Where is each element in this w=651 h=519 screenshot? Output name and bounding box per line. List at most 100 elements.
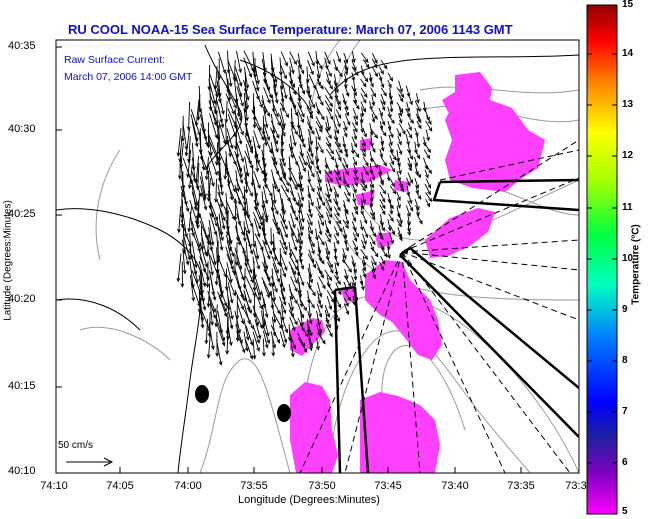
current-vector-head [370,83,374,88]
current-vector [379,204,386,215]
current-vector [380,99,386,111]
current-vector [298,95,302,109]
current-vector [405,108,411,117]
current-vector-head [337,58,342,63]
current-vector-head [365,64,370,69]
current-vector [344,148,348,158]
current-vector [245,101,248,121]
current-vector-head [328,107,333,113]
current-vector [227,78,230,101]
ytick-label: 40:10 [8,465,36,477]
current-vector [189,199,198,224]
current-vector [236,142,244,162]
current-vector [288,143,294,158]
current-vector-head [311,243,315,248]
current-vector [272,183,276,204]
current-vector [333,234,340,245]
current-vector-head [252,292,256,297]
current-vector [215,178,217,203]
current-vector [379,148,383,158]
current-vector [343,303,349,315]
current-vector [317,296,323,309]
current-vector [235,191,246,212]
current-vector-head [335,232,339,237]
current-vector [207,130,212,156]
current-vector [307,323,313,336]
current-vector-head [327,60,331,65]
current-vector-head [335,193,339,199]
current-vector [335,95,341,105]
current-vector [190,227,201,252]
current-vector [351,255,356,267]
current-vector [216,254,227,277]
current-vector-head [285,113,290,119]
current-vector-head [180,283,185,288]
current-vector [326,107,334,120]
current-vector [218,205,225,229]
current-vector-head [328,72,332,78]
current-vector [362,226,369,238]
current-vector-head [355,232,360,238]
current-vector-head [427,148,431,154]
current-vector-head [308,332,313,337]
current-vector-head [229,144,234,150]
current-vector [380,141,384,151]
current-vector [351,60,357,71]
current-vector [244,150,254,169]
current-vector-head [345,247,349,252]
current-vector [360,93,367,104]
current-vector [315,206,324,219]
current-vector [191,221,201,248]
current-vector-head [318,65,323,70]
current-vector-head [246,229,251,235]
current-vector [236,260,245,280]
current-vector-head [283,266,288,272]
current-vector [226,240,233,264]
current-vector [326,115,331,130]
current-vector-head [374,134,379,139]
current-vector-head [212,314,217,320]
current-vector [333,226,339,237]
current-vector [290,338,294,357]
current-vector-head [281,287,286,293]
shoreline [56,44,579,473]
current-vector-head [238,117,243,122]
current-vector [218,106,224,128]
current-vector [342,99,349,110]
current-vector-head [319,214,324,219]
current-vector-head [409,100,413,106]
current-vector-head [266,339,271,345]
current-vector [387,241,390,250]
current-vector-head [284,225,288,230]
current-vector [209,212,217,235]
current-vector [308,128,313,145]
current-vector-head [268,94,273,99]
current-vector-head [249,149,254,154]
current-vector-head [333,248,338,254]
current-vector [234,289,245,310]
current-vector [272,109,281,126]
current-vector [289,289,298,304]
current-vector [333,74,337,87]
current-vector [261,149,266,167]
current-vector [361,233,367,245]
current-vector [226,331,229,354]
colorbar-tick: 15 [622,0,634,10]
current-vector-head [397,132,402,138]
xtick-label: 73:40 [441,480,469,492]
current-vector-head [353,237,358,243]
current-vector [425,198,430,207]
current-vector-head [326,193,331,199]
current-vector [369,151,373,162]
current-vector-head [204,176,209,181]
xtick-label: 74:10 [40,480,68,492]
current-vector [263,234,272,255]
current-vector-head [399,97,404,103]
current-vector [360,101,366,112]
current-vector [254,319,261,339]
current-vector [279,108,286,127]
current-vector [290,276,298,292]
current-vector-head [354,251,359,257]
current-vector-head [362,273,367,279]
current-vector [369,212,376,220]
